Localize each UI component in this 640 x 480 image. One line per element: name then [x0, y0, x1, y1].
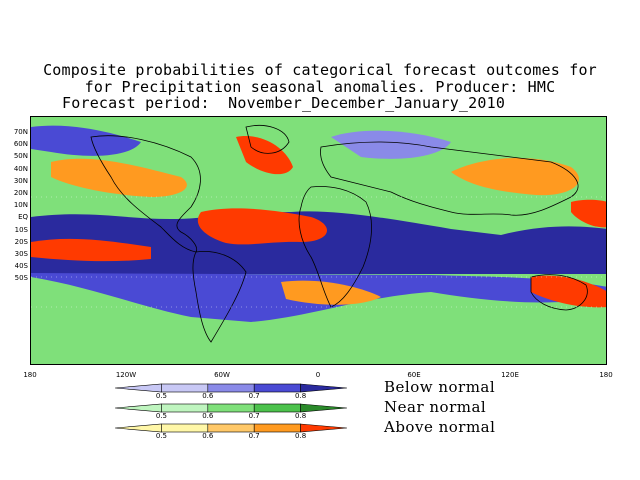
legend-tick-label: 0.6: [202, 412, 214, 420]
legend-tick-label: 0.5: [155, 432, 167, 440]
lat-label: 70N: [13, 128, 28, 136]
lat-label: 40S: [14, 262, 28, 271]
asia-above-patch: [451, 157, 579, 196]
title-line-3: Forecast period: November_December_Janua…: [62, 94, 506, 112]
anomaly-map: [30, 116, 607, 365]
legend-arrow-right: [300, 383, 348, 393]
lat-label: 20N: [13, 189, 28, 197]
lon-label: 180: [23, 371, 37, 379]
australia-outline: [530, 274, 588, 311]
lat-label: 10N: [13, 201, 28, 210]
legend-arrow-right: [300, 403, 348, 413]
legend-swatch: [207, 423, 255, 433]
legend-tick-label: 0.5: [155, 412, 167, 420]
legend-swatch: [253, 403, 301, 413]
lat-label: EQ: [18, 213, 28, 222]
legend-colorbar: [114, 423, 348, 433]
legend-tick-label: 0.7: [248, 392, 260, 400]
australia-above-patch: [531, 275, 606, 308]
lat-label: 20S: [14, 237, 28, 246]
legend-arrow-right: [300, 423, 348, 433]
lon-label: 120E: [501, 371, 519, 379]
legend-tick-label: 0.7: [248, 412, 260, 420]
alaska-below-patch: [31, 125, 141, 156]
lon-label: 180: [599, 371, 613, 379]
lat-label: 50S: [14, 274, 28, 283]
south-atlantic-above-patch: [281, 280, 381, 305]
legend-colorbar: [114, 383, 348, 393]
legend-arrow-left: [114, 423, 162, 433]
south-america-outline: [192, 250, 247, 343]
atlantic-above-patch: [197, 208, 328, 245]
north-pacific-above-patch: [51, 158, 187, 197]
title-line-2: for Precipitation seasonal anomalies. Pr…: [84, 78, 556, 96]
legend-tick-label: 0.6: [202, 432, 214, 440]
legend-category-name: Below normal: [384, 378, 496, 396]
legend-swatch: [161, 383, 209, 393]
legend-swatch: [207, 383, 255, 393]
legend-swatch: [253, 423, 301, 433]
west-pacific-above-patch: [571, 199, 606, 228]
europe-below-patch: [331, 130, 451, 159]
graticule: [31, 196, 606, 308]
legend-colorbar: [114, 403, 348, 413]
equatorial-below-band: [31, 252, 606, 274]
lon-label: 0: [315, 371, 321, 379]
lat-label: 30N: [13, 176, 28, 185]
north-america-outline: [90, 135, 201, 253]
lat-label: 50N: [13, 152, 28, 161]
east-pacific-above-patch: [31, 238, 151, 262]
legend-tick-label: 0.6: [202, 392, 214, 400]
map-canvas: [31, 117, 606, 364]
legend-arrow-left: [114, 403, 162, 413]
lat-label: 60N: [13, 140, 28, 149]
greenland-outline: [245, 125, 290, 154]
legend-category-name: Near normal: [384, 398, 487, 416]
legend-swatch: [161, 403, 209, 413]
legend-swatch: [253, 383, 301, 393]
lat-label: 40N: [13, 164, 28, 173]
legend-swatch: [207, 403, 255, 413]
legend-tick-label: 0.8: [295, 412, 307, 420]
legend-swatch: [161, 423, 209, 433]
legend-tick-label: 0.8: [295, 392, 307, 400]
title-line-1: Composite probabilities of categorical f…: [43, 61, 597, 79]
legend-category-name: Above normal: [384, 418, 496, 436]
lon-label: 60E: [407, 371, 421, 379]
legend-arrow-left: [114, 383, 162, 393]
legend-tick-label: 0.7: [248, 432, 260, 440]
lat-label: 30S: [14, 250, 28, 258]
lon-label: 60W: [214, 371, 230, 379]
lon-label: 120W: [115, 371, 137, 379]
eurasia-outline: [320, 141, 579, 216]
legend-tick-label: 0.8: [295, 432, 307, 440]
lat-label: 10S: [14, 225, 28, 234]
legend-tick-label: 0.5: [155, 392, 167, 400]
